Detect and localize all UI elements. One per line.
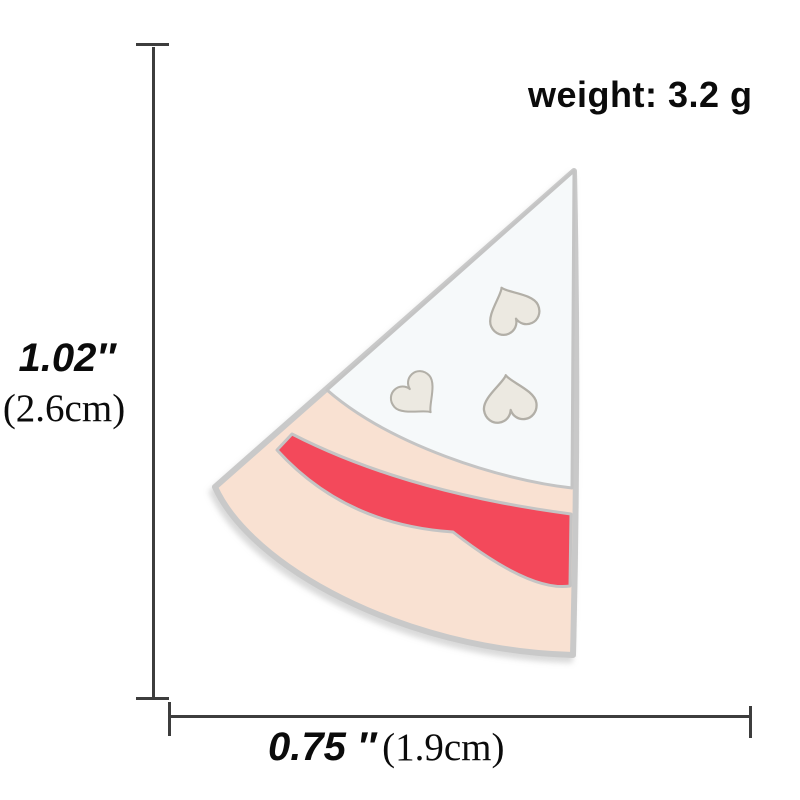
height-cm-label: (2.6cm) [2,387,126,430]
width-dimension-line [171,715,749,718]
width-label: 0.75 ″ (1.9cm) [268,725,505,770]
width-cm-label: (1.9cm) [382,726,505,769]
cake-slice-pin [212,168,580,658]
height-dimension-line [152,47,155,698]
height-dimension-cap-bottom [136,697,169,700]
heart-icon [389,370,434,414]
heart-icon [482,374,538,424]
width-dimension-tick-right [749,706,752,738]
width-dimension-tick-left [168,702,171,736]
pin-red-filling-band [275,432,573,589]
height-inches-label: 1.02″ [18,336,116,380]
heart-icon [489,286,541,336]
height-dimension-cap-top [136,43,169,46]
width-inches-label: 0.75 ″ [268,725,377,769]
weight-label: weight: 3.2 g [528,74,753,115]
